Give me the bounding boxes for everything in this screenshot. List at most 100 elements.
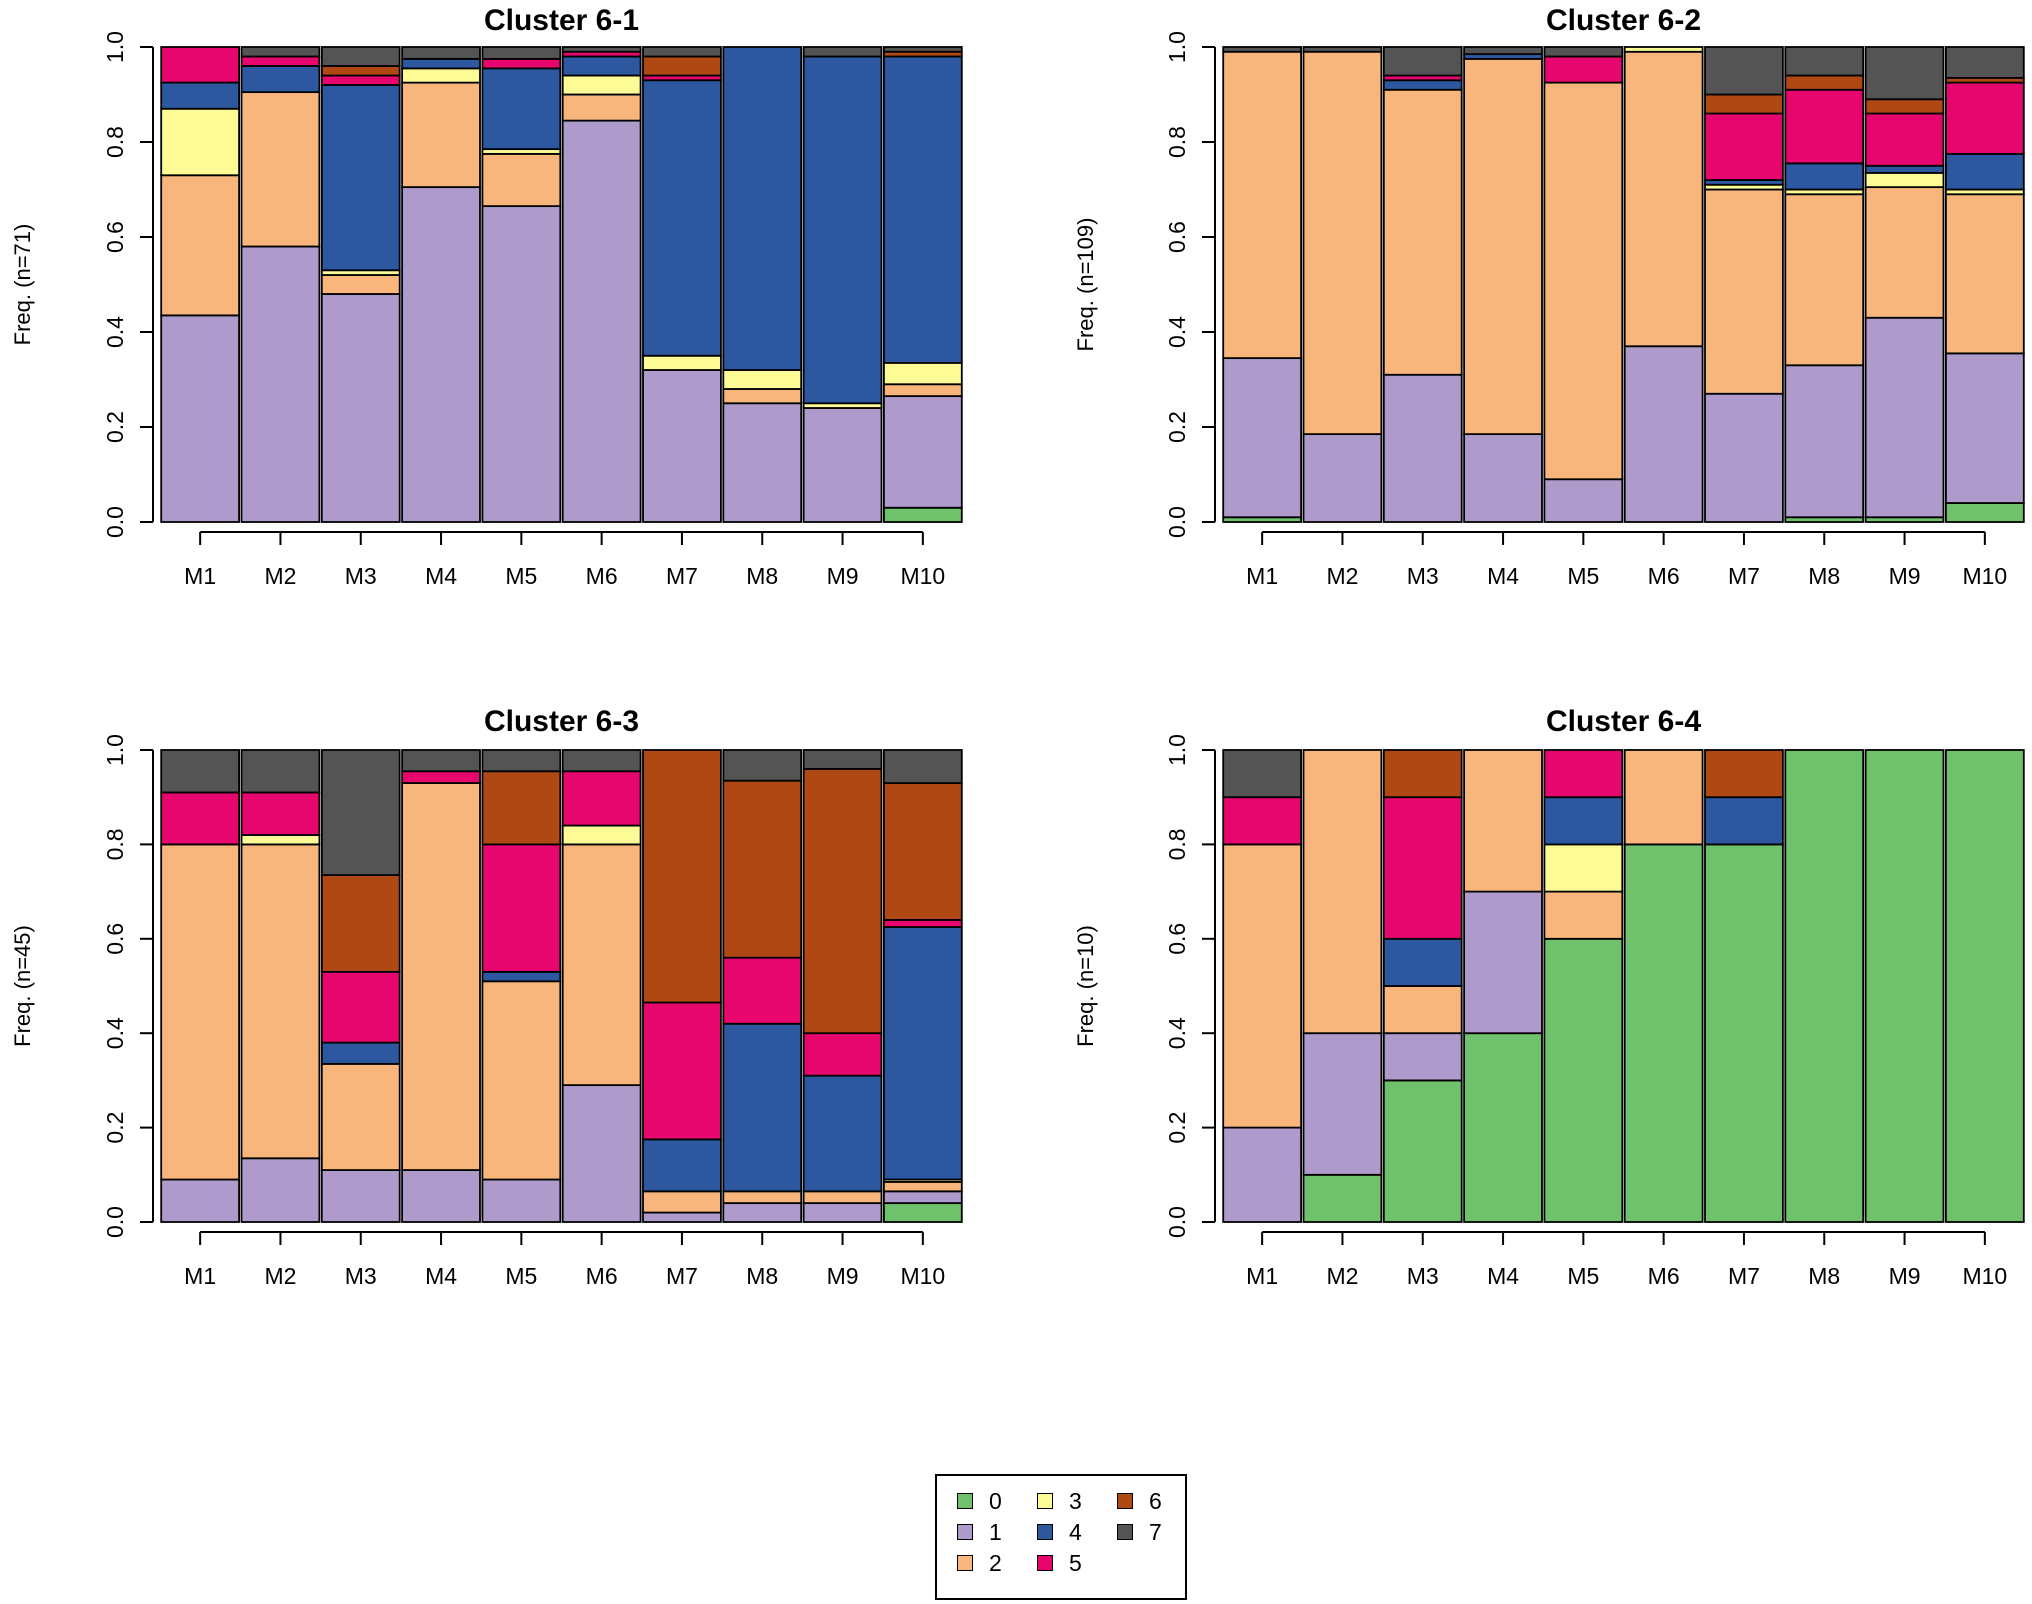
bar-segment-M4-cat-7 xyxy=(401,46,481,60)
bar-segment-M4-cat-5 xyxy=(401,770,481,784)
y-tick-label: 1.0 xyxy=(1164,734,1190,766)
bar-segment-M3-cat-5 xyxy=(1382,796,1463,940)
bar-segment-M10-cat-1 xyxy=(883,1190,963,1205)
y-tick-label: 0.8 xyxy=(102,126,128,158)
chart-panel-3: Cluster 6-3 Freq. (n=45) 0.0 0.2 0.4 0.6 0.8 1.… xyxy=(10,705,963,1289)
bar-segment-M2-cat-2 xyxy=(240,91,321,248)
y-tick-label: 0.0 xyxy=(1164,506,1190,538)
x-tick-label: M2 xyxy=(264,563,296,589)
x-tick-label: M3 xyxy=(345,1263,377,1289)
bar-segment-M3-cat-1 xyxy=(1382,373,1463,523)
bar-segment-M2-cat-2 xyxy=(1302,749,1383,1035)
y-axis-label: Freq. (n=71) xyxy=(10,224,35,346)
legend-label: 2 xyxy=(989,1549,1002,1576)
bar-segment-M5-cat-1 xyxy=(481,1178,562,1223)
bar-segment-M7-cat-3 xyxy=(642,354,722,371)
bar-segment-M1-cat-5 xyxy=(160,791,240,846)
bar-segment-M3-cat-7 xyxy=(1382,46,1463,77)
bar-segment-M6-cat-2 xyxy=(1623,50,1704,348)
bar-segment-M8-cat-1 xyxy=(722,402,803,523)
bar-segment-M3-cat-4 xyxy=(320,84,401,272)
bar-segment-M7-cat-0 xyxy=(1704,843,1784,1223)
legend-label: 5 xyxy=(1069,1549,1082,1576)
x-tick-label: M1 xyxy=(184,1263,216,1289)
y-tick-label: 0.6 xyxy=(1164,923,1190,955)
bar-segment-M2-cat-1 xyxy=(240,1157,321,1223)
bar-segment-M5-cat-2 xyxy=(481,152,562,208)
y-axis-label: Freq. (n=109) xyxy=(1073,218,1098,352)
bar-segment-M5-cat-6 xyxy=(481,770,562,846)
bar-segment-M8-cat-2 xyxy=(1784,193,1865,367)
bar-segment-M1-cat-7 xyxy=(1222,749,1302,799)
bar-segment-M4-cat-1 xyxy=(1463,890,1543,1035)
bar-segment-M7-cat-5 xyxy=(642,1001,722,1141)
bar-segment-M6-cat-1 xyxy=(1623,345,1704,523)
bar-segment-M7-cat-5 xyxy=(1704,112,1784,181)
x-tick-label: M5 xyxy=(505,563,537,589)
legend-label: 4 xyxy=(1069,1518,1082,1545)
bar-segment-M10-cat-5 xyxy=(883,919,963,928)
bar-segment-M8-cat-7 xyxy=(722,749,803,782)
x-tick-label: M2 xyxy=(264,1263,296,1289)
bar-segment-M1-cat-5 xyxy=(1222,796,1302,846)
bar-segment-M1-cat-7 xyxy=(1222,46,1302,53)
bar-segment-M1-cat-1 xyxy=(160,314,240,523)
y-tick-label: 0.8 xyxy=(1164,828,1190,860)
y-tick-label: 1.0 xyxy=(1164,31,1190,63)
bar-segment-M5-cat-2 xyxy=(1543,81,1624,481)
x-tick-label: M4 xyxy=(1487,563,1519,589)
bar-segment-M9-cat-3 xyxy=(1864,171,1945,189)
bar-segment-M6-cat-3 xyxy=(561,74,642,96)
legend-label: 3 xyxy=(1069,1487,1082,1514)
x-tick-label: M4 xyxy=(425,563,457,589)
bar-segment-M9-cat-6 xyxy=(802,767,883,1035)
bar-segment-M6-cat-3 xyxy=(1623,46,1704,53)
bar-segment-M2-cat-7 xyxy=(240,749,321,794)
bar-segment-M2-cat-1 xyxy=(240,245,321,523)
x-tick-label: M2 xyxy=(1326,1263,1358,1289)
bar-segment-M4-cat-1 xyxy=(1463,433,1543,523)
x-tick-label: M8 xyxy=(1808,1263,1840,1289)
bar-segment-M7-cat-1 xyxy=(1704,392,1784,523)
bar-segment-M7-cat-4 xyxy=(642,79,722,357)
bar-segment-M9-cat-5 xyxy=(802,1032,883,1077)
bar-segment-M9-cat-4 xyxy=(802,1074,883,1193)
x-tick-label: M9 xyxy=(1889,1263,1921,1289)
legend: 0 1 2 3 4 5 6 7 xyxy=(935,1474,1187,1600)
bar-segment-M9-cat-7 xyxy=(802,749,883,770)
bar-segment-M2-cat-2 xyxy=(1302,50,1383,436)
x-tick-label: M7 xyxy=(1728,1263,1760,1289)
bar-segment-M9-cat-4 xyxy=(802,55,883,405)
x-tick-label: M10 xyxy=(900,563,945,589)
bar-segment-M9-cat-1 xyxy=(802,407,883,523)
x-tick-label: M1 xyxy=(1246,563,1278,589)
bar-segment-M1-cat-7 xyxy=(160,749,240,794)
y-tick-label: 0.0 xyxy=(1164,1206,1190,1238)
legend-swatch xyxy=(957,1524,973,1540)
bar-segment-M3-cat-1 xyxy=(1382,1032,1463,1082)
bar-segment-M10-cat-5 xyxy=(1945,81,2025,155)
bar-segment-M9-cat-2 xyxy=(1864,186,1945,319)
bar-segment-M7-cat-7 xyxy=(642,46,722,58)
legend-swatch xyxy=(1037,1555,1053,1571)
bar-segment-M3-cat-7 xyxy=(320,749,401,876)
x-tick-label: M8 xyxy=(746,563,778,589)
bar-segment-M5-cat-5 xyxy=(1543,749,1624,799)
bar-segment-M8-cat-5 xyxy=(722,956,803,1025)
bar-segment-M10-cat-4 xyxy=(883,926,963,1181)
chart-title: Cluster 6-1 xyxy=(484,4,639,37)
x-tick-label: M6 xyxy=(586,563,618,589)
y-tick-label: 0.8 xyxy=(1164,126,1190,158)
y-axis-label: Freq. (n=45) xyxy=(10,925,35,1047)
bar-segment-M1-cat-1 xyxy=(1222,357,1302,519)
bar-segment-M8-cat-7 xyxy=(1784,46,1865,77)
bar-segment-M9-cat-0 xyxy=(1864,749,1945,1223)
bar-segment-M10-cat-4 xyxy=(1945,152,2025,191)
bar-segment-M10-cat-2 xyxy=(883,383,963,398)
bar-segment-M3-cat-5 xyxy=(320,970,401,1044)
x-tick-label: M1 xyxy=(184,563,216,589)
bar-segment-M3-cat-4 xyxy=(1382,79,1463,91)
legend-item-1: 1 xyxy=(957,1517,1002,1547)
legend-swatch xyxy=(1037,1524,1053,1540)
x-tick-label: M7 xyxy=(666,563,698,589)
